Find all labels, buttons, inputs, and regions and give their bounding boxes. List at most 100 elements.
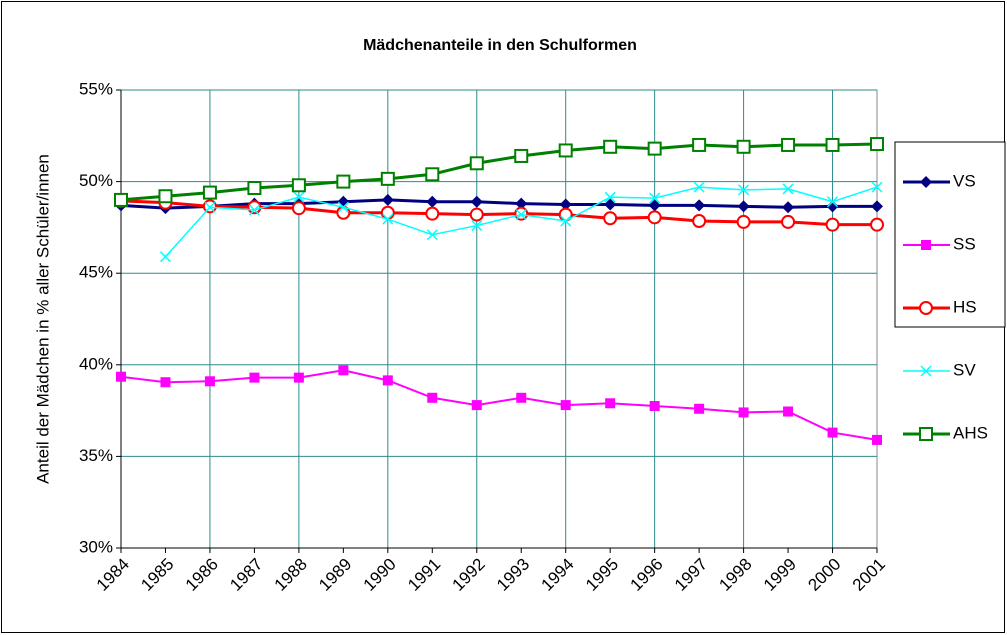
data-point [647,141,662,156]
y-tick-label: 50% [79,171,113,190]
data-point [158,189,173,204]
data-point [515,209,527,221]
series-line [120,142,878,202]
data-point [693,199,706,212]
legend-label: VS [953,171,976,190]
data-point [871,181,883,193]
data-point [380,171,395,186]
data-point [514,148,529,163]
data-point [380,205,395,220]
series-line [120,198,877,210]
data-point [293,191,305,203]
data-point [291,178,306,193]
data-point [559,198,572,211]
data-point [648,199,661,212]
data-point [560,215,572,227]
data-point [471,220,483,232]
legend-label: SS [953,234,976,253]
data-point [291,201,306,216]
data-point [827,427,838,438]
data-point [603,211,618,226]
data-point [870,137,884,152]
data-point [159,251,172,263]
y-tick-label: 55% [79,79,113,98]
data-point [825,137,840,152]
chart-title: Mädchenanteile in den Schulformen [363,37,637,54]
data-point [782,183,794,195]
data-point [470,195,483,208]
data-point [826,200,839,213]
data-point [871,200,883,213]
data-point [736,139,751,154]
data-point [204,201,216,213]
legend-marker [919,301,933,315]
data-point [604,198,617,211]
data-point [116,371,126,382]
series-line [120,369,878,441]
data-point [872,434,882,445]
data-point [114,192,128,207]
data-point [604,191,616,203]
data-point [782,201,795,214]
data-point [338,365,349,376]
legend-label: HS [953,297,977,316]
data-point [204,376,215,387]
data-point [647,210,662,225]
y-axis-label: Anteil der Mädchen in % aller Schüler/in… [33,154,52,484]
data-point [783,406,794,417]
data-point [337,201,349,213]
data-point [426,229,438,241]
legend-marker [919,427,933,441]
data-point [336,174,351,189]
data-point [469,207,484,222]
data-point [825,217,840,232]
y-tick-label: 35% [79,446,113,465]
data-point [738,407,749,418]
legend-marker [920,365,932,377]
data-point [649,401,660,412]
y-tick-label: 45% [79,263,113,282]
data-point [425,167,440,182]
data-point [781,137,796,152]
series-line [120,199,877,227]
data-point [469,156,484,171]
data-point [426,195,439,208]
data-point [738,184,750,196]
data-point [694,403,705,414]
data-point [382,213,394,225]
data-point [516,392,527,403]
data-point [692,213,707,228]
data-point [736,214,751,229]
data-point [293,372,304,383]
data-point [248,204,260,216]
data-point [558,143,573,158]
data-point [826,196,839,208]
y-tick-label: 40% [79,354,113,373]
data-point [471,400,482,411]
legend [894,141,1006,328]
data-point [649,192,661,204]
data-point [560,400,571,411]
data-point [425,206,440,221]
data-point [160,377,171,388]
data-point [202,185,217,200]
data-point [692,137,707,152]
data-point [247,181,262,196]
data-point [427,392,438,403]
y-tick-label: 30% [79,537,113,556]
legend-label: SV [953,360,976,379]
data-point [249,372,260,383]
legend-marker [921,240,931,250]
data-point [381,193,394,206]
data-point [737,200,750,213]
data-point [515,197,528,210]
data-point [693,181,705,193]
legend-label: AHS [953,423,988,442]
data-point [382,375,393,386]
plot-area [120,89,878,549]
data-point [247,200,262,215]
data-point [603,139,618,154]
legend-marker [920,176,932,188]
data-point [605,398,616,409]
